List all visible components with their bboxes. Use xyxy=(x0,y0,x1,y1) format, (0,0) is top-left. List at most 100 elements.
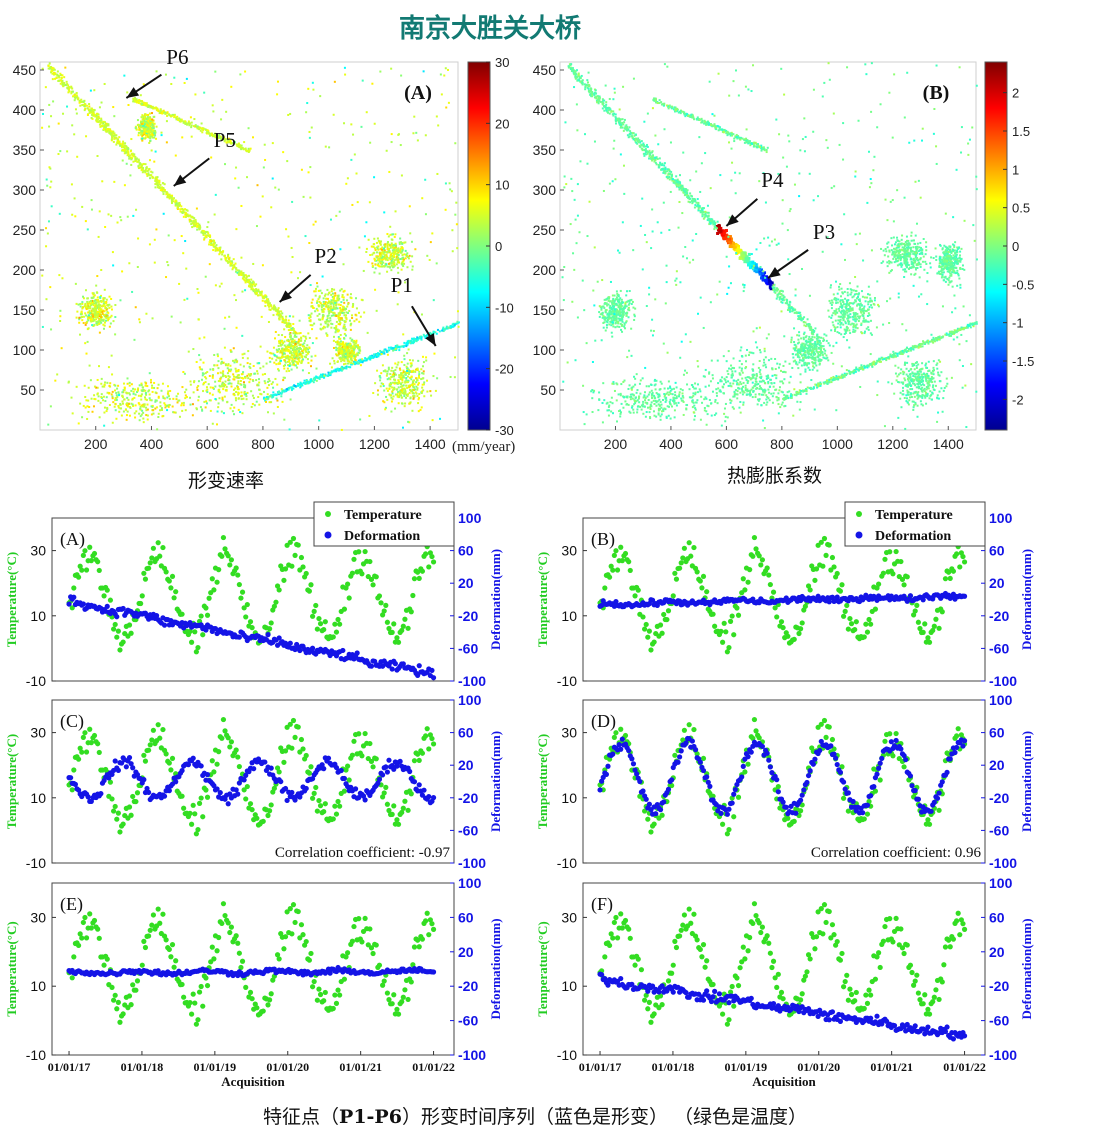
temperature-point xyxy=(829,922,836,928)
map-y-tick: 50 xyxy=(540,382,556,398)
temperature-point xyxy=(780,625,786,631)
deformation-point xyxy=(829,594,836,600)
ts-panel-label: (F) xyxy=(591,894,613,915)
colorbar-tick: 2 xyxy=(1012,86,1019,101)
temperature-point xyxy=(731,1003,737,1009)
map-y-tick: 150 xyxy=(13,302,37,318)
deformation-point xyxy=(618,746,624,752)
temperature-point xyxy=(384,801,390,807)
deformation-point xyxy=(287,640,293,646)
temperature-point xyxy=(681,727,688,733)
deformation-point xyxy=(907,773,914,779)
temperature-point xyxy=(292,734,298,740)
temperature-point xyxy=(235,940,241,946)
map-x-tick: 200 xyxy=(604,436,628,452)
map-y-tick: 300 xyxy=(533,182,557,198)
map-y-tick: 350 xyxy=(533,142,557,158)
deformation-point xyxy=(845,790,851,796)
deformation-point xyxy=(934,795,941,801)
temperature-point xyxy=(955,726,961,732)
deformation-point xyxy=(669,777,675,783)
temperature-point xyxy=(872,606,879,612)
temperature-point xyxy=(912,978,918,984)
temperature-point xyxy=(169,942,176,948)
temperature-point xyxy=(346,595,352,601)
temperature-point xyxy=(80,919,86,926)
temperature-point xyxy=(130,982,136,988)
deformation-point xyxy=(707,783,713,789)
deformation-point xyxy=(837,1018,843,1024)
annotation-p6: P6 xyxy=(125,45,188,99)
temperature-point xyxy=(823,734,829,740)
temperature-point xyxy=(356,549,362,555)
x-tick: 01/01/20 xyxy=(797,1060,840,1074)
deformation-point xyxy=(947,756,953,762)
deformation-series xyxy=(597,971,968,1042)
map-x-tick: 1000 xyxy=(303,436,334,452)
temperature-point xyxy=(195,644,201,651)
ts-panel-a: 30 10 -10 Temperature(°C) 100 60 20 -20 -60 -100 D… xyxy=(4,501,503,689)
temperature-point xyxy=(818,539,824,545)
temperature-point xyxy=(727,618,734,624)
deformation-point xyxy=(745,754,751,760)
temperature-point xyxy=(767,950,773,956)
temperature-point xyxy=(203,787,209,793)
colorbar-tick: 30 xyxy=(495,55,509,70)
deformation-point xyxy=(640,788,646,794)
temperature-point xyxy=(704,589,710,595)
temperature-axis-label: Temperature(°C) xyxy=(4,552,19,647)
temperature-point xyxy=(831,564,837,570)
legend-box xyxy=(313,501,455,547)
bottom-caption: 特征点（P1-P6）形变时间序列（蓝色是形变） （绿色是温度） xyxy=(0,1102,1070,1129)
temperature-point xyxy=(189,639,195,645)
deformation-tick: 100 xyxy=(989,510,1013,526)
deformation-point xyxy=(931,799,937,805)
temperature-point xyxy=(955,910,961,916)
bottom-caption-end: ）形变时间序列（蓝色是形变） （绿色是温度） xyxy=(401,1106,807,1128)
temperature-axis-label: Temperature(°C) xyxy=(4,921,19,1016)
map-x-tick: 400 xyxy=(659,436,683,452)
temperature-point xyxy=(893,548,899,555)
deformation-point xyxy=(75,787,82,793)
ts-plot-area xyxy=(582,882,986,1056)
temperature-point xyxy=(88,558,94,564)
temperature-point xyxy=(936,996,942,1003)
temperature-point xyxy=(423,551,429,557)
temperature-point xyxy=(429,735,435,742)
temperature-point xyxy=(150,912,157,918)
deformation-point xyxy=(860,810,866,816)
temperature-point xyxy=(380,794,386,800)
deformation-point xyxy=(798,797,804,803)
temperature-point xyxy=(349,752,355,758)
deformation-point xyxy=(871,784,877,790)
deformation-point xyxy=(222,796,228,802)
temperature-point xyxy=(861,1005,867,1012)
deformation-tick: -20 xyxy=(989,978,1009,994)
temperature-axis-label: Temperature(°C) xyxy=(4,734,19,829)
deformation-point xyxy=(211,783,217,789)
temperature-point xyxy=(828,935,834,941)
temperature-point xyxy=(345,581,351,587)
temperature-point xyxy=(826,542,832,548)
temperature-point xyxy=(619,925,625,931)
deformation-point xyxy=(704,988,710,994)
temperature-point xyxy=(710,611,716,617)
temperature-point xyxy=(727,989,734,995)
temperature-tick: 30 xyxy=(561,909,577,925)
deformation-point xyxy=(144,785,150,792)
temperature-point xyxy=(657,993,664,999)
temperature-point xyxy=(235,572,241,578)
temperature-point xyxy=(829,736,836,743)
colorbar-tick: -10 xyxy=(495,300,514,315)
temperature-point xyxy=(613,548,619,554)
deformation-point xyxy=(187,619,193,626)
x-tick: 01/01/21 xyxy=(870,1060,913,1074)
temperature-point xyxy=(626,926,632,932)
deformation-point xyxy=(920,597,926,603)
deformation-point xyxy=(262,759,268,765)
deformation-series xyxy=(597,735,968,817)
map-panel-b: 200 400 600 800 1000 1200 14005010015020025030… xyxy=(533,61,1034,452)
temperature-point xyxy=(909,969,915,976)
deformation-point xyxy=(397,758,403,764)
temperature-point xyxy=(87,544,93,550)
